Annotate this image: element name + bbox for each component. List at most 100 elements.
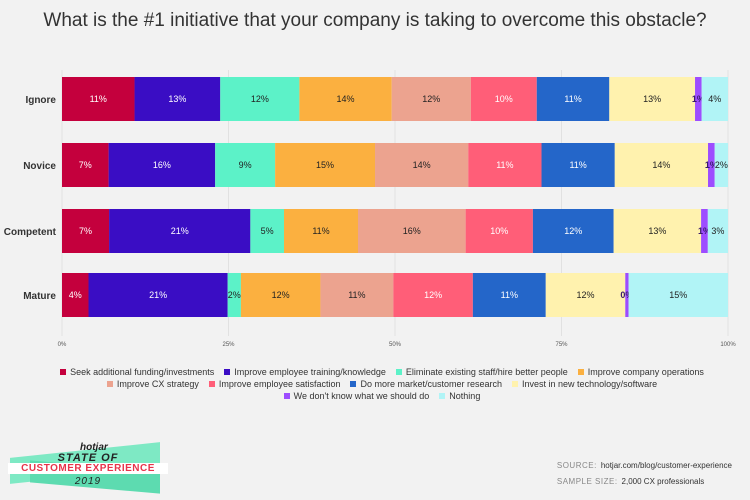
- bar-segment: [250, 209, 284, 253]
- logo-line-customer-experience: CUSTOMER EXPERIENCE: [8, 463, 168, 474]
- bar-data-label: 21%: [171, 226, 189, 236]
- legend-swatch: [60, 369, 67, 375]
- legend-swatch: [224, 369, 231, 375]
- bar-data-label: 12%: [422, 94, 440, 104]
- legend-swatch: [208, 381, 215, 387]
- source-note: SOURCE: hotjar.com/blog/customer-experien…: [557, 458, 732, 490]
- bar-segment: [470, 77, 537, 121]
- bar-data-label: 14%: [652, 160, 670, 170]
- bar-data-label: 21%: [149, 290, 167, 300]
- bar-segment: [375, 143, 469, 187]
- bar-segment: [545, 273, 626, 317]
- sample-size-label: SAMPLE SIZE:: [556, 477, 618, 486]
- bar-segment: [628, 273, 728, 317]
- legend-item: Eliminate existing staff/hire better peo…: [395, 366, 568, 378]
- x-tick-label: 25%: [222, 342, 235, 348]
- legend-swatch: [439, 393, 446, 399]
- bar-data-label: 16%: [153, 160, 171, 170]
- bar-data-label: 4%: [69, 290, 82, 300]
- bar-segment: [609, 77, 696, 121]
- legend-label: Improve employee satisfaction: [218, 379, 341, 389]
- legend-item: Seek additional funding/investments: [60, 366, 214, 378]
- y-category-label: Competent: [4, 227, 57, 238]
- bar-data-label: 0%: [620, 290, 633, 300]
- legend-item: Improve employee satisfaction: [208, 378, 341, 390]
- bar-data-label: 3%: [711, 226, 724, 236]
- bar-data-label: 14%: [337, 94, 355, 104]
- bar-segment: [134, 77, 221, 121]
- y-category-label: Mature: [23, 291, 56, 302]
- bar-segment: [108, 143, 216, 187]
- bar-segment: [275, 143, 376, 187]
- bar-segment: [240, 273, 321, 317]
- source-value: hotjar.com/blog/customer-experience: [600, 461, 732, 470]
- bar-segment: [472, 273, 546, 317]
- bar-segment: [695, 77, 702, 121]
- bar-data-label: 13%: [648, 226, 666, 236]
- bar-data-label: 12%: [251, 94, 269, 104]
- legend-label: We don't know what we should do: [293, 391, 430, 401]
- legend-label: Improve CX strategy: [116, 379, 199, 389]
- logo-line-year: 2019: [74, 476, 102, 487]
- bar-segment: [613, 209, 702, 253]
- bar-data-label: 2%: [715, 160, 728, 170]
- legend-label: Nothing: [449, 391, 481, 401]
- source-label: SOURCE:: [556, 461, 597, 470]
- bar-segment: [62, 143, 109, 187]
- legend-item: We don't know what we should do: [283, 390, 430, 402]
- bar-data-label: 5%: [261, 226, 274, 236]
- bar-data-label: 7%: [79, 226, 92, 236]
- legend-label: Do more market/customer research: [360, 379, 503, 389]
- logo-line-state-of: STATE OF: [57, 452, 119, 464]
- x-tick-label: 75%: [555, 342, 568, 348]
- hotjar-logo: hotjar STATE OF CUSTOMER EXPERIENCE 2019: [8, 440, 168, 495]
- bar-data-label: 10%: [495, 94, 513, 104]
- legend-item: Do more market/customer research: [350, 378, 502, 390]
- x-tick-label: 0%: [58, 342, 67, 348]
- stacked-bar-chart: 0% 25% 50% 75% 100% Ignore 11% 13% 12% 14% 12% 10% 1…: [4, 70, 736, 348]
- bar-data-label: 9%: [239, 160, 252, 170]
- x-tick-label: 50%: [389, 342, 402, 348]
- bar-data-label: 11%: [496, 160, 513, 170]
- bar-segment: [614, 143, 709, 187]
- bar-segment: [220, 77, 300, 121]
- bar-segment: [320, 273, 394, 317]
- chart-legend: Seek additional funding/investments Impro…: [42, 366, 722, 402]
- sample-size-line: SAMPLE SIZE: 2,000 CX professionals: [557, 474, 732, 490]
- source-line: SOURCE: hotjar.com/blog/customer-experien…: [557, 458, 732, 474]
- bar-data-label: 7%: [79, 160, 92, 170]
- bar-segment: [714, 143, 728, 187]
- bar-segment: [227, 273, 241, 317]
- legend-swatch: [395, 369, 402, 375]
- bar-data-label: 14%: [413, 160, 431, 170]
- sample-size-value: 2,000 CX professionals: [621, 477, 705, 486]
- legend-label: Seek additional funding/investments: [70, 367, 215, 377]
- legend-item: Nothing: [439, 390, 480, 402]
- bar-data-label: 11%: [348, 290, 365, 300]
- legend-item: Improve CX strategy: [106, 378, 199, 390]
- bar-data-label: 12%: [424, 290, 442, 300]
- legend-swatch: [106, 381, 113, 387]
- bar-data-label: 11%: [569, 160, 586, 170]
- bar-data-label: 4%: [708, 94, 721, 104]
- legend-swatch: [283, 393, 290, 399]
- bar-data-label: 2%: [228, 290, 241, 300]
- bar-segment: [215, 143, 276, 187]
- bar-segment: [625, 273, 629, 317]
- bar-segment: [701, 209, 708, 253]
- bar-data-label: 1%: [698, 226, 711, 236]
- bar-segment: [391, 77, 471, 121]
- x-tick-label: 100%: [720, 342, 736, 348]
- bar-data-label: 13%: [643, 94, 661, 104]
- bar-segment: [393, 273, 473, 317]
- bar-segment: [708, 143, 715, 187]
- bar-segment: [536, 77, 610, 121]
- bar-data-label: 15%: [669, 290, 687, 300]
- bar-segment: [62, 77, 135, 121]
- bar-data-label: 12%: [564, 226, 582, 236]
- bar-segment: [284, 209, 358, 253]
- bar-data-label: 11%: [564, 94, 581, 104]
- bar-data-label: 1%: [692, 94, 705, 104]
- legend-item: Invest in new technology/software: [512, 378, 657, 390]
- bar-data-label: 11%: [501, 290, 518, 300]
